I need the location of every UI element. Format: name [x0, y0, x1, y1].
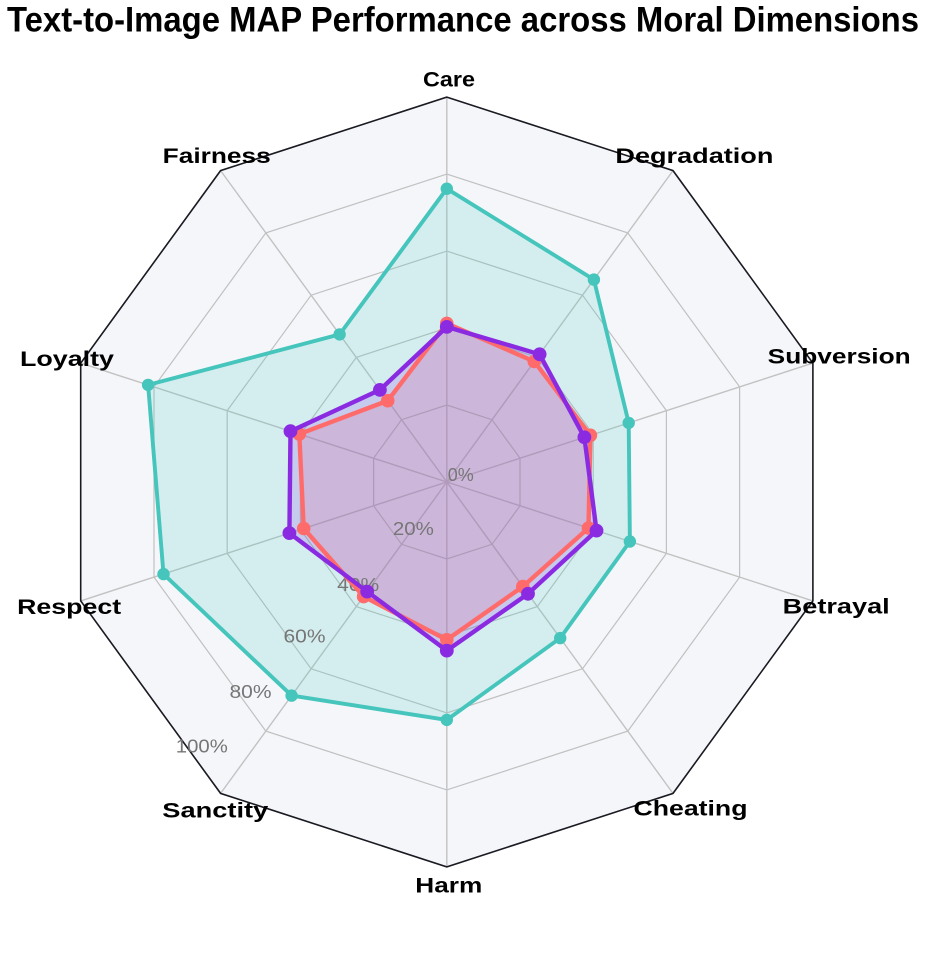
svg-text:Degradation: Degradation	[615, 145, 773, 168]
svg-text:100%: 100%	[176, 736, 228, 757]
svg-text:Betrayal: Betrayal	[783, 596, 890, 619]
svg-text:Harm: Harm	[415, 875, 482, 898]
svg-text:60%: 60%	[284, 626, 326, 647]
svg-text:Cheating: Cheating	[634, 798, 748, 821]
svg-text:0%: 0%	[448, 464, 474, 485]
svg-text:Subversion: Subversion	[768, 346, 911, 369]
svg-text:Respect: Respect	[17, 596, 121, 619]
svg-text:Fairness: Fairness	[163, 145, 271, 168]
svg-text:Text-to-Image MAP Performance: Text-to-Image MAP Performance across Mor…	[7, 1, 919, 40]
svg-text:Sanctity: Sanctity	[162, 799, 268, 822]
svg-text:Loyalty: Loyalty	[20, 348, 114, 371]
svg-text:20%: 20%	[393, 518, 434, 539]
svg-text:80%: 80%	[230, 681, 272, 702]
svg-text:Care: Care	[423, 68, 475, 91]
